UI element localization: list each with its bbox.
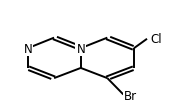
Text: Br: Br	[124, 89, 137, 102]
Text: Cl: Cl	[151, 32, 162, 45]
Text: N: N	[23, 42, 32, 55]
Text: N: N	[76, 42, 85, 55]
